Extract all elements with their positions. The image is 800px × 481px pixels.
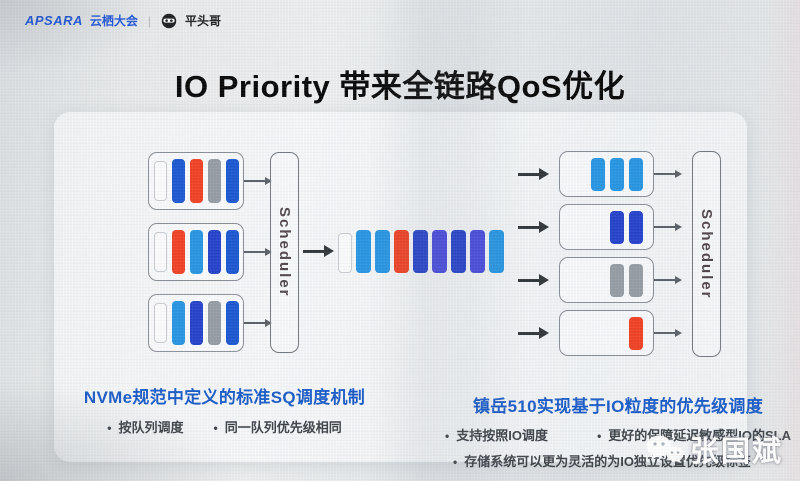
brand-divider: | bbox=[147, 13, 152, 28]
priority-queues bbox=[518, 151, 682, 356]
io-bar-gray bbox=[629, 263, 643, 297]
io-bar-lightblue bbox=[356, 230, 371, 273]
io-bar-red bbox=[171, 230, 185, 274]
bullet-item: 按队列调度 bbox=[107, 417, 183, 436]
io-bar-red bbox=[189, 159, 203, 203]
arrow-icon bbox=[654, 275, 682, 284]
brand-bar: APSARA 云栖大会 | 平头哥 bbox=[25, 12, 221, 29]
arrow-icon bbox=[303, 245, 334, 257]
io-bar-lightblue bbox=[375, 230, 390, 273]
io-bar-lightblue bbox=[610, 157, 624, 191]
priority-queue-row bbox=[518, 151, 682, 197]
arrow-icon bbox=[244, 318, 272, 327]
io-bar-lightblue bbox=[171, 301, 185, 345]
queue-row bbox=[148, 152, 272, 210]
io-bar-navy bbox=[207, 230, 221, 274]
right-caption-title: 镇岳510实现基于IO粒度的优先级调度 bbox=[472, 397, 763, 416]
io-bar-blue bbox=[225, 301, 239, 345]
watermark-name: 张国斌 bbox=[690, 436, 784, 468]
io-bar-red bbox=[394, 230, 409, 273]
io-bar-gray bbox=[207, 301, 221, 345]
event-name: 云栖大会 bbox=[89, 14, 138, 28]
partner-name: 平头哥 bbox=[185, 14, 222, 28]
empty-slot bbox=[153, 232, 167, 272]
arrow-icon bbox=[518, 167, 549, 180]
io-bar-indigo bbox=[432, 230, 447, 273]
queue-row bbox=[148, 223, 272, 281]
io-bar-gray bbox=[207, 159, 221, 203]
io-bar-lightblue bbox=[629, 157, 643, 191]
arrow-icon bbox=[654, 328, 682, 337]
wechat-icon bbox=[645, 433, 685, 465]
left-bullets: 按队列调度 同一队列优先级相同 bbox=[72, 417, 377, 436]
right-caption: 镇岳510实现基于IO粒度的优先级调度 支持按照IO调度 更好的保障延迟敏感型I… bbox=[443, 392, 793, 470]
priority-queue-box bbox=[559, 257, 654, 303]
io-bar-navy bbox=[451, 230, 466, 273]
arrow-icon bbox=[654, 222, 682, 231]
io-bar-gray bbox=[610, 263, 624, 297]
arrow-icon bbox=[654, 169, 682, 178]
arrow-icon bbox=[518, 273, 549, 286]
empty-slot bbox=[153, 161, 167, 201]
apsara-logo: APSARA bbox=[25, 13, 83, 28]
page-title: IO Priority 带来全链路QoS优化 bbox=[174, 68, 626, 104]
io-bar-blue bbox=[225, 159, 239, 203]
io-bar-indigo bbox=[470, 230, 485, 273]
priority-queue-row bbox=[518, 204, 682, 250]
priority-queue-row bbox=[518, 257, 682, 303]
io-bar-lightblue bbox=[189, 230, 203, 274]
io-bar-blue bbox=[225, 230, 239, 274]
thead-mascot-icon bbox=[161, 13, 177, 29]
priority-queue-box bbox=[559, 310, 654, 356]
io-bar-red bbox=[629, 316, 643, 350]
io-bar-navy bbox=[189, 301, 203, 345]
nvme-sq-queues bbox=[148, 152, 272, 352]
merged-io-stream bbox=[338, 230, 504, 273]
empty-slot bbox=[153, 303, 167, 343]
sq-queue-box bbox=[148, 152, 244, 210]
arrow-icon bbox=[518, 220, 549, 233]
priority-queue-box bbox=[559, 204, 654, 250]
arrow-icon bbox=[518, 326, 549, 339]
priority-queue-box bbox=[559, 151, 654, 197]
sq-queue-box bbox=[148, 294, 244, 352]
io-bar-lightblue bbox=[489, 230, 504, 273]
arrow-icon bbox=[244, 247, 272, 256]
empty-slot bbox=[338, 233, 352, 273]
right-scheduler-box: Scheduler bbox=[692, 151, 721, 357]
io-bar-blue bbox=[171, 159, 185, 203]
io-bar-lightblue bbox=[591, 157, 605, 191]
left-caption: NVMe规范中定义的标准SQ调度机制 按队列调度 同一队列优先级相同 bbox=[72, 383, 377, 436]
bullet-item: 支持按照IO调度 bbox=[445, 425, 548, 444]
queue-row bbox=[148, 294, 272, 352]
left-caption-title: NVMe规范中定义的标准SQ调度机制 bbox=[83, 388, 366, 407]
bullet-item: 同一队列优先级相同 bbox=[214, 417, 342, 436]
priority-queue-row bbox=[518, 310, 682, 356]
watermark: 张国斌 bbox=[645, 428, 783, 470]
io-bar-navy bbox=[413, 230, 428, 273]
left-scheduler-box: Scheduler bbox=[270, 152, 299, 353]
io-bar-navy bbox=[629, 210, 643, 244]
sq-queue-box bbox=[148, 223, 244, 281]
arrow-icon bbox=[244, 176, 272, 185]
io-bar-navy bbox=[610, 210, 624, 244]
